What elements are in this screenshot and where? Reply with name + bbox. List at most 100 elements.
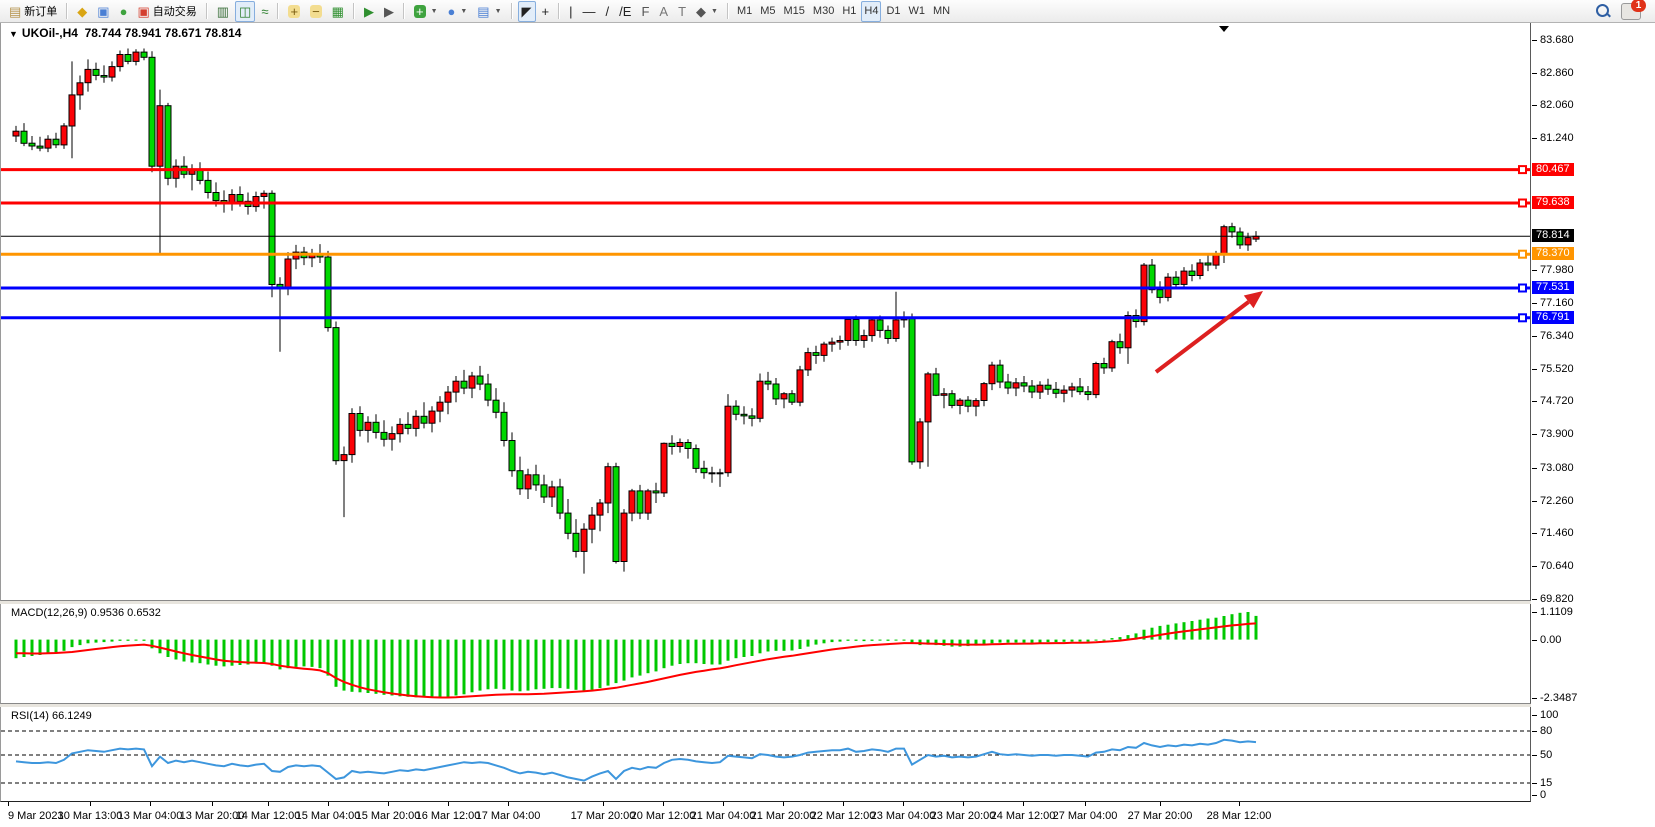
cursor-icon[interactable]: ◤	[517, 0, 536, 22]
add-indicator-icon[interactable]: + ▼	[410, 1, 442, 22]
market-watch-icon[interactable]: ◆	[73, 1, 91, 22]
hline-handle[interactable]	[1518, 249, 1527, 259]
tab-timeframe-H1[interactable]: H1	[842, 5, 857, 17]
horizontal-line-icon: —	[582, 3, 596, 19]
auto-trading-button[interactable]: ▣ 自动交易	[133, 1, 200, 22]
time-tick-mark	[8, 802, 9, 806]
zoom-out-icon[interactable]: −	[306, 1, 326, 22]
template-icon[interactable]: ▤ ▼	[473, 1, 505, 22]
bar-chart-icon: ▥	[216, 3, 230, 19]
toolbar: ▤ 新订单 ◆ ▣ ● ▣ 自动交易 ▥ ◫ ≈ + − ▦ ▶ ▶ + ▼ ● ▼ ▤ ▼ ◤ + | — //E F A T ◆ ▼ M…	[0, 0, 1655, 23]
notification-badge: 1	[1631, 0, 1646, 12]
time-tick-label: 21 Mar 04:00	[690, 810, 756, 822]
data-window-icon[interactable]: ▣	[93, 1, 113, 22]
trend-arrow-head[interactable]	[1243, 291, 1263, 309]
new-order-button[interactable]: ▤ 新订单	[5, 1, 61, 22]
time-tick-label: 27 Mar 20:00	[1127, 810, 1193, 822]
line-chart-icon[interactable]: ≈	[257, 1, 272, 22]
new-order-button: ▤	[9, 3, 22, 19]
chat-icon[interactable]: 1	[1621, 0, 1646, 20]
label-icon[interactable]: T	[674, 1, 690, 22]
trendline-icon: /	[605, 3, 610, 19]
rsi-axis[interactable]: 100 80 50 15 0	[1531, 707, 1655, 802]
toolbar-separator	[402, 3, 405, 19]
text-icon: A	[659, 3, 669, 19]
auto-scroll-icon[interactable]: ▶	[360, 1, 378, 22]
rsi-panel[interactable]: RSI(14) 66.1249	[0, 707, 1531, 802]
tab-timeframe-M1[interactable]: M1	[736, 5, 753, 17]
time-tick-mark	[963, 802, 964, 806]
price-badge-78.370: 78.370	[1532, 247, 1574, 260]
toolbar-separator	[205, 3, 208, 19]
arrows-icon[interactable]: ◆ ▼	[692, 1, 722, 22]
time-tick-label: 13 Mar 20:00	[179, 810, 245, 822]
macd-tick: -2.3487	[1531, 692, 1577, 705]
main-chart-panel[interactable]: ▼ UKOil-,H4 78.744 78.941 78.671 78.814	[0, 23, 1531, 601]
horizontal-line-icon[interactable]: —	[579, 1, 600, 22]
zoom-in-icon: +	[288, 3, 301, 19]
crosshair-icon: +	[541, 3, 550, 19]
time-tick-label: 28 Mar 12:00	[1206, 810, 1272, 822]
bar-chart-icon[interactable]: ▥	[213, 1, 233, 22]
candlestick-chart-icon[interactable]: ◫	[235, 0, 256, 22]
vertical-line-icon: |	[569, 3, 573, 19]
hline-handle[interactable]	[1518, 198, 1527, 208]
time-tick-label: 16 Mar 12:00	[415, 810, 481, 822]
crosshair-icon[interactable]: +	[538, 1, 554, 22]
tab-timeframe-M5[interactable]: M5	[760, 5, 776, 17]
tab-timeframe-W1[interactable]: W1	[908, 5, 926, 17]
collapse-arrow-icon[interactable]: ▼	[9, 29, 18, 39]
template-icon: ▤	[477, 3, 490, 19]
tab-timeframe-M30[interactable]: M30	[812, 5, 835, 17]
cursor-icon: ◤	[521, 3, 532, 19]
price-tick: 73.080	[1531, 462, 1574, 475]
time-tick-mark	[268, 802, 269, 806]
auto-scroll-icon: ▶	[363, 3, 374, 19]
ohlc-values: 78.744 78.941 78.671 78.814	[84, 26, 242, 40]
text-icon[interactable]: A	[655, 1, 672, 22]
tab-timeframe-H4[interactable]: H4	[861, 0, 882, 22]
time-tick-mark	[1023, 802, 1024, 806]
label-icon: T	[678, 3, 687, 19]
panel-separator[interactable]	[0, 704, 1531, 707]
time-tick-mark	[723, 802, 724, 806]
period-icon[interactable]: ● ▼	[444, 1, 472, 22]
time-tick-mark	[783, 802, 784, 806]
navigator-icon[interactable]: ●	[116, 1, 132, 22]
tab-timeframe-MN[interactable]: MN	[933, 5, 951, 17]
fibonacci-icon: F	[641, 3, 650, 19]
macd-axis[interactable]: 1.1109 0.00 -2.3487	[1531, 604, 1655, 704]
trendline-icon[interactable]: /	[602, 1, 614, 22]
panel-separator[interactable]	[0, 601, 1531, 604]
search-icon[interactable]	[1595, 3, 1611, 19]
time-tick-mark	[508, 802, 509, 806]
hline-handle[interactable]	[1518, 165, 1527, 175]
rsi-tick: 50	[1531, 749, 1552, 762]
time-tick-mark	[1239, 802, 1240, 806]
time-axis[interactable]: 9 Mar 2023 10 Mar 13:00 13 Mar 04:00 13 Mar…	[0, 802, 1531, 827]
chart-shift-marker[interactable]	[1219, 26, 1229, 32]
time-tick-label: 22 Mar 12:00	[810, 810, 876, 822]
hline-handle[interactable]	[1518, 283, 1527, 293]
channel-icon[interactable]: /E	[615, 1, 635, 22]
timeframe-toolbar: M1 M5 M15 M30 H1 H4 D1 W1 MN	[733, 0, 954, 22]
price-tick: 83.680	[1531, 34, 1574, 47]
trend-arrow[interactable]	[1154, 300, 1250, 374]
tile-windows-icon: ▦	[331, 3, 344, 19]
vertical-line-icon[interactable]: |	[565, 1, 576, 22]
price-badge-80.467: 80.467	[1532, 163, 1574, 176]
macd-panel[interactable]: MACD(12,26,9) 0.9536 0.6532	[0, 604, 1531, 704]
hline-handle[interactable]	[1518, 313, 1527, 323]
tab-timeframe-D1[interactable]: D1	[886, 5, 901, 17]
zoom-in-icon[interactable]: +	[284, 1, 304, 22]
price-tick: 73.900	[1531, 428, 1574, 441]
tab-timeframe-M15[interactable]: M15	[783, 5, 805, 17]
fibonacci-icon[interactable]: F	[637, 1, 653, 22]
chart-shift-icon[interactable]: ▶	[380, 1, 398, 22]
price-badge-79.638: 79.638	[1532, 196, 1574, 209]
tile-windows-icon[interactable]: ▦	[328, 1, 348, 22]
price-axis[interactable]: 83.680 82.860 82.060 81.240 77.980 77.160 76.3…	[1531, 23, 1655, 605]
chart-title: ▼ UKOil-,H4 78.744 78.941 78.671 78.814	[9, 26, 241, 40]
macd-tick: 1.1109	[1531, 606, 1573, 619]
main-chart-canvas[interactable]	[1, 23, 1530, 599]
